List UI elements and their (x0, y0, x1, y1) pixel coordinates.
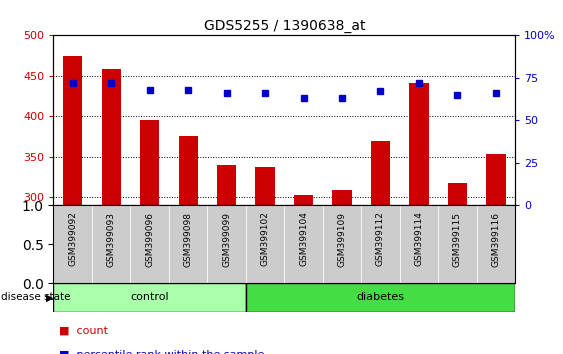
Bar (63, 56, 82, 205)
Text: GSM399093: GSM399093 (107, 212, 115, 267)
Bar (131, 205, 169, 283)
Bar (284, 205, 323, 283)
Text: GSM399109: GSM399109 (338, 212, 346, 267)
Text: disease state: disease state (1, 292, 70, 302)
Bar (400, 205, 438, 283)
Bar (294, 195, 313, 205)
Title: GDS5255 / 1390638_at: GDS5255 / 1390638_at (204, 19, 365, 33)
Text: control: control (131, 292, 169, 302)
Bar (448, 183, 467, 205)
Text: GSM399114: GSM399114 (414, 212, 423, 267)
Bar (323, 205, 361, 283)
Text: GSM399115: GSM399115 (453, 212, 462, 267)
Bar (246, 283, 515, 312)
Bar (53, 283, 246, 312)
Bar (53, 205, 92, 283)
Bar (92, 205, 131, 283)
Text: ▶: ▶ (46, 292, 53, 302)
Text: diabetes: diabetes (356, 292, 404, 302)
Bar (217, 165, 236, 205)
Bar (256, 167, 275, 205)
Bar (178, 136, 198, 205)
Bar (486, 154, 506, 205)
Text: ■  count: ■ count (59, 326, 108, 336)
Bar (477, 205, 515, 283)
Bar (140, 120, 159, 205)
Bar (409, 83, 428, 205)
Bar (207, 205, 246, 283)
Bar (371, 141, 390, 205)
Text: GSM399096: GSM399096 (145, 212, 154, 267)
Bar (246, 205, 284, 283)
Text: GSM399104: GSM399104 (299, 212, 308, 267)
Bar (332, 190, 352, 205)
Bar (101, 69, 121, 205)
Bar (169, 205, 207, 283)
Text: ■  percentile rank within the sample: ■ percentile rank within the sample (59, 350, 265, 354)
Text: GSM399102: GSM399102 (261, 212, 270, 267)
Text: GSM399116: GSM399116 (491, 212, 501, 267)
Text: GSM399112: GSM399112 (376, 212, 385, 267)
Bar (438, 205, 477, 283)
Text: GSM399098: GSM399098 (184, 212, 193, 267)
Bar (361, 205, 400, 283)
Text: GSM399092: GSM399092 (68, 212, 77, 267)
Text: GSM399099: GSM399099 (222, 212, 231, 267)
